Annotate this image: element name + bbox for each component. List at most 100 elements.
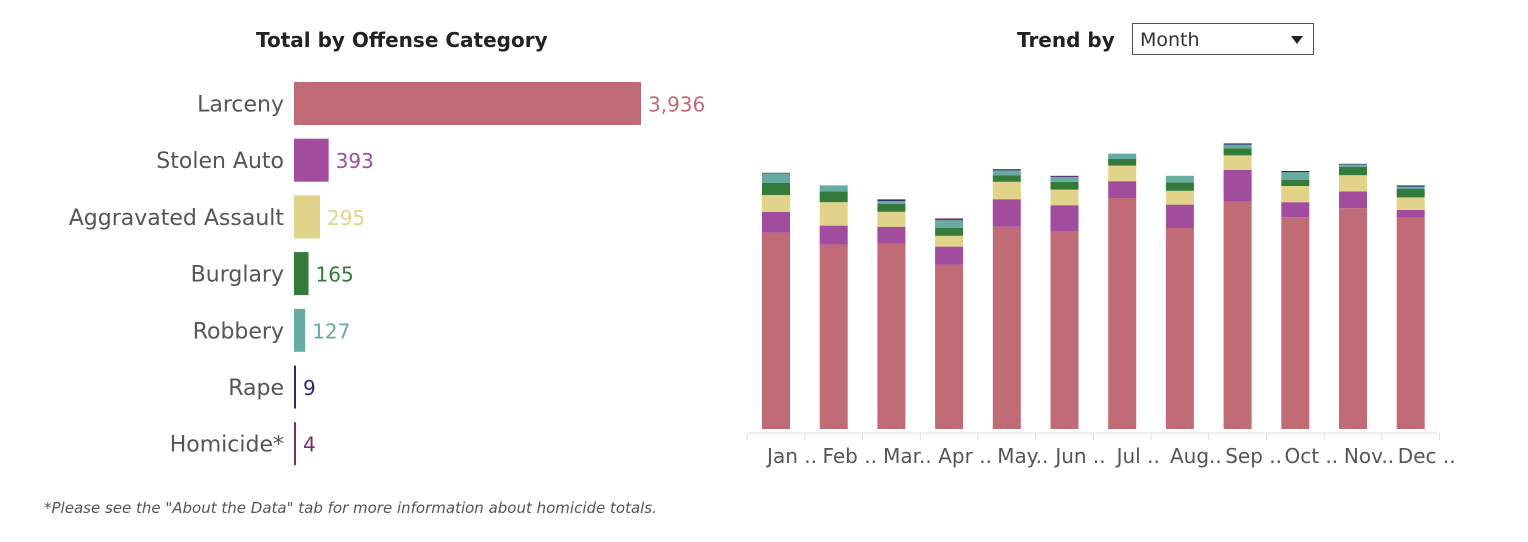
month-bar-segment[interactable] — [935, 246, 964, 265]
month-bar-segment[interactable] — [877, 199, 906, 200]
month-bar-segment[interactable] — [1281, 180, 1310, 186]
month-bar-segment[interactable] — [935, 219, 964, 221]
category-label: Aggravated Assault — [69, 206, 285, 231]
month-bar-segment[interactable] — [1108, 153, 1137, 159]
category-label: Homicide* — [170, 433, 284, 458]
month-label: Sep .. — [1225, 444, 1282, 468]
month-bar-segment[interactable] — [762, 232, 790, 429]
month-bar-segment[interactable] — [992, 175, 1021, 182]
category-bar[interactable] — [294, 422, 296, 466]
month-bar-segment[interactable] — [992, 226, 1021, 429]
month-bar-segment[interactable] — [819, 185, 848, 192]
month-bar-segment[interactable] — [762, 172, 790, 174]
month-bar-segment[interactable] — [1050, 205, 1079, 231]
month-bar-segment[interactable] — [1050, 175, 1079, 177]
month-label: Aug.. — [1170, 444, 1222, 468]
month-bar-segment[interactable] — [1339, 166, 1367, 176]
month-bar-segment[interactable] — [1223, 144, 1252, 149]
month-bar-segment[interactable] — [1396, 185, 1425, 187]
month-bar-segment[interactable] — [1165, 175, 1194, 183]
category-label: Burglary — [191, 263, 284, 288]
category-value-label: 295 — [327, 206, 365, 230]
category-value-label: 393 — [336, 149, 374, 173]
category-value-label: 9 — [303, 376, 316, 400]
month-bar-segment[interactable] — [1396, 189, 1425, 198]
category-bar[interactable] — [294, 365, 296, 409]
month-bar-segment[interactable] — [1339, 163, 1367, 165]
month-bar-segment[interactable] — [1223, 169, 1252, 202]
footnote: *Please see the "About the Data" tab for… — [44, 499, 657, 517]
month-bar-segment[interactable] — [877, 204, 906, 212]
month-bar-segment[interactable] — [935, 220, 964, 228]
trend-select-value: Month — [1140, 29, 1200, 51]
category-value-label: 165 — [316, 263, 354, 287]
month-bar-segment[interactable] — [992, 170, 1021, 176]
category-bar[interactable] — [294, 138, 329, 182]
month-bar-segment[interactable] — [1108, 159, 1137, 166]
left-chart-title: Total by Offense Category — [256, 28, 548, 52]
month-bar-segment[interactable] — [1339, 191, 1367, 209]
month-bar-segment[interactable] — [1396, 217, 1425, 429]
month-bar-segment[interactable] — [877, 201, 906, 204]
month-bar-segment[interactable] — [1223, 148, 1252, 156]
month-bar-segment[interactable] — [762, 211, 790, 233]
trend-period-select[interactable]: Month — [1132, 23, 1314, 55]
month-bar-segment[interactable] — [1339, 208, 1367, 429]
month-bar-segment[interactable] — [1108, 181, 1137, 198]
month-bar-segment[interactable] — [935, 218, 964, 220]
month-label: Jan .. — [765, 444, 817, 468]
month-bar-segment[interactable] — [1223, 143, 1252, 145]
month-bar-segment[interactable] — [1281, 186, 1310, 203]
category-bar[interactable] — [294, 308, 306, 352]
month-bar-segment[interactable] — [1396, 210, 1425, 218]
month-bar-segment[interactable] — [819, 191, 848, 203]
month-label: Dec .. — [1398, 444, 1456, 468]
category-bar[interactable] — [294, 252, 309, 296]
chevron-down-icon — [1291, 36, 1303, 44]
month-label: Nov.. — [1344, 444, 1394, 468]
month-bar-segment[interactable] — [1050, 231, 1079, 429]
month-bar-segment[interactable] — [1281, 202, 1310, 218]
month-bar-segment[interactable] — [762, 173, 790, 183]
category-bar[interactable] — [294, 82, 641, 125]
month-bar-segment[interactable] — [819, 225, 848, 245]
month-bar-segment[interactable] — [1223, 201, 1252, 429]
month-bar-segment[interactable] — [1050, 177, 1079, 182]
month-bar-segment[interactable] — [992, 199, 1021, 227]
month-bar-segment[interactable] — [935, 235, 964, 247]
month-bar-segment[interactable] — [1281, 171, 1310, 173]
month-bar-segment[interactable] — [1050, 176, 1079, 177]
month-bar-segment[interactable] — [819, 202, 848, 226]
month-bar-segment[interactable] — [1165, 190, 1194, 205]
month-bar-segment[interactable] — [1339, 175, 1367, 192]
month-label: May.. — [997, 444, 1048, 468]
month-bar-segment[interactable] — [1223, 155, 1252, 170]
month-bar-segment[interactable] — [935, 228, 964, 236]
month-label: Mar.. — [883, 444, 932, 468]
month-bar-segment[interactable] — [1281, 217, 1310, 429]
month-bar-segment[interactable] — [877, 199, 906, 201]
month-bar-segment[interactable] — [992, 181, 1021, 200]
month-bar-segment[interactable] — [819, 244, 848, 429]
month-bar-segment[interactable] — [1165, 204, 1194, 228]
month-bar-segment[interactable] — [1108, 198, 1137, 429]
month-bar-segment[interactable] — [992, 169, 1021, 171]
month-bar-segment[interactable] — [762, 183, 790, 195]
month-bar-segment[interactable] — [935, 264, 964, 429]
month-bar-segment[interactable] — [1339, 164, 1367, 167]
month-bar-segment[interactable] — [1165, 228, 1194, 429]
month-bar-segment[interactable] — [762, 195, 790, 212]
month-bar-segment[interactable] — [1050, 189, 1079, 206]
month-bar-segment[interactable] — [877, 211, 906, 227]
month-label: Jun .. — [1053, 444, 1105, 468]
month-bar-segment[interactable] — [1281, 172, 1310, 180]
month-bar-segment[interactable] — [1050, 181, 1079, 190]
month-bar-segment[interactable] — [1165, 182, 1194, 191]
month-bar-segment[interactable] — [1396, 197, 1425, 210]
month-bar-segment[interactable] — [1108, 165, 1137, 182]
month-bar-segment[interactable] — [877, 226, 906, 244]
month-bar-segment[interactable] — [1396, 186, 1425, 189]
month-bar-segment[interactable] — [877, 243, 906, 429]
month-label: Jul .. — [1115, 444, 1160, 468]
category-bar[interactable] — [294, 195, 321, 239]
